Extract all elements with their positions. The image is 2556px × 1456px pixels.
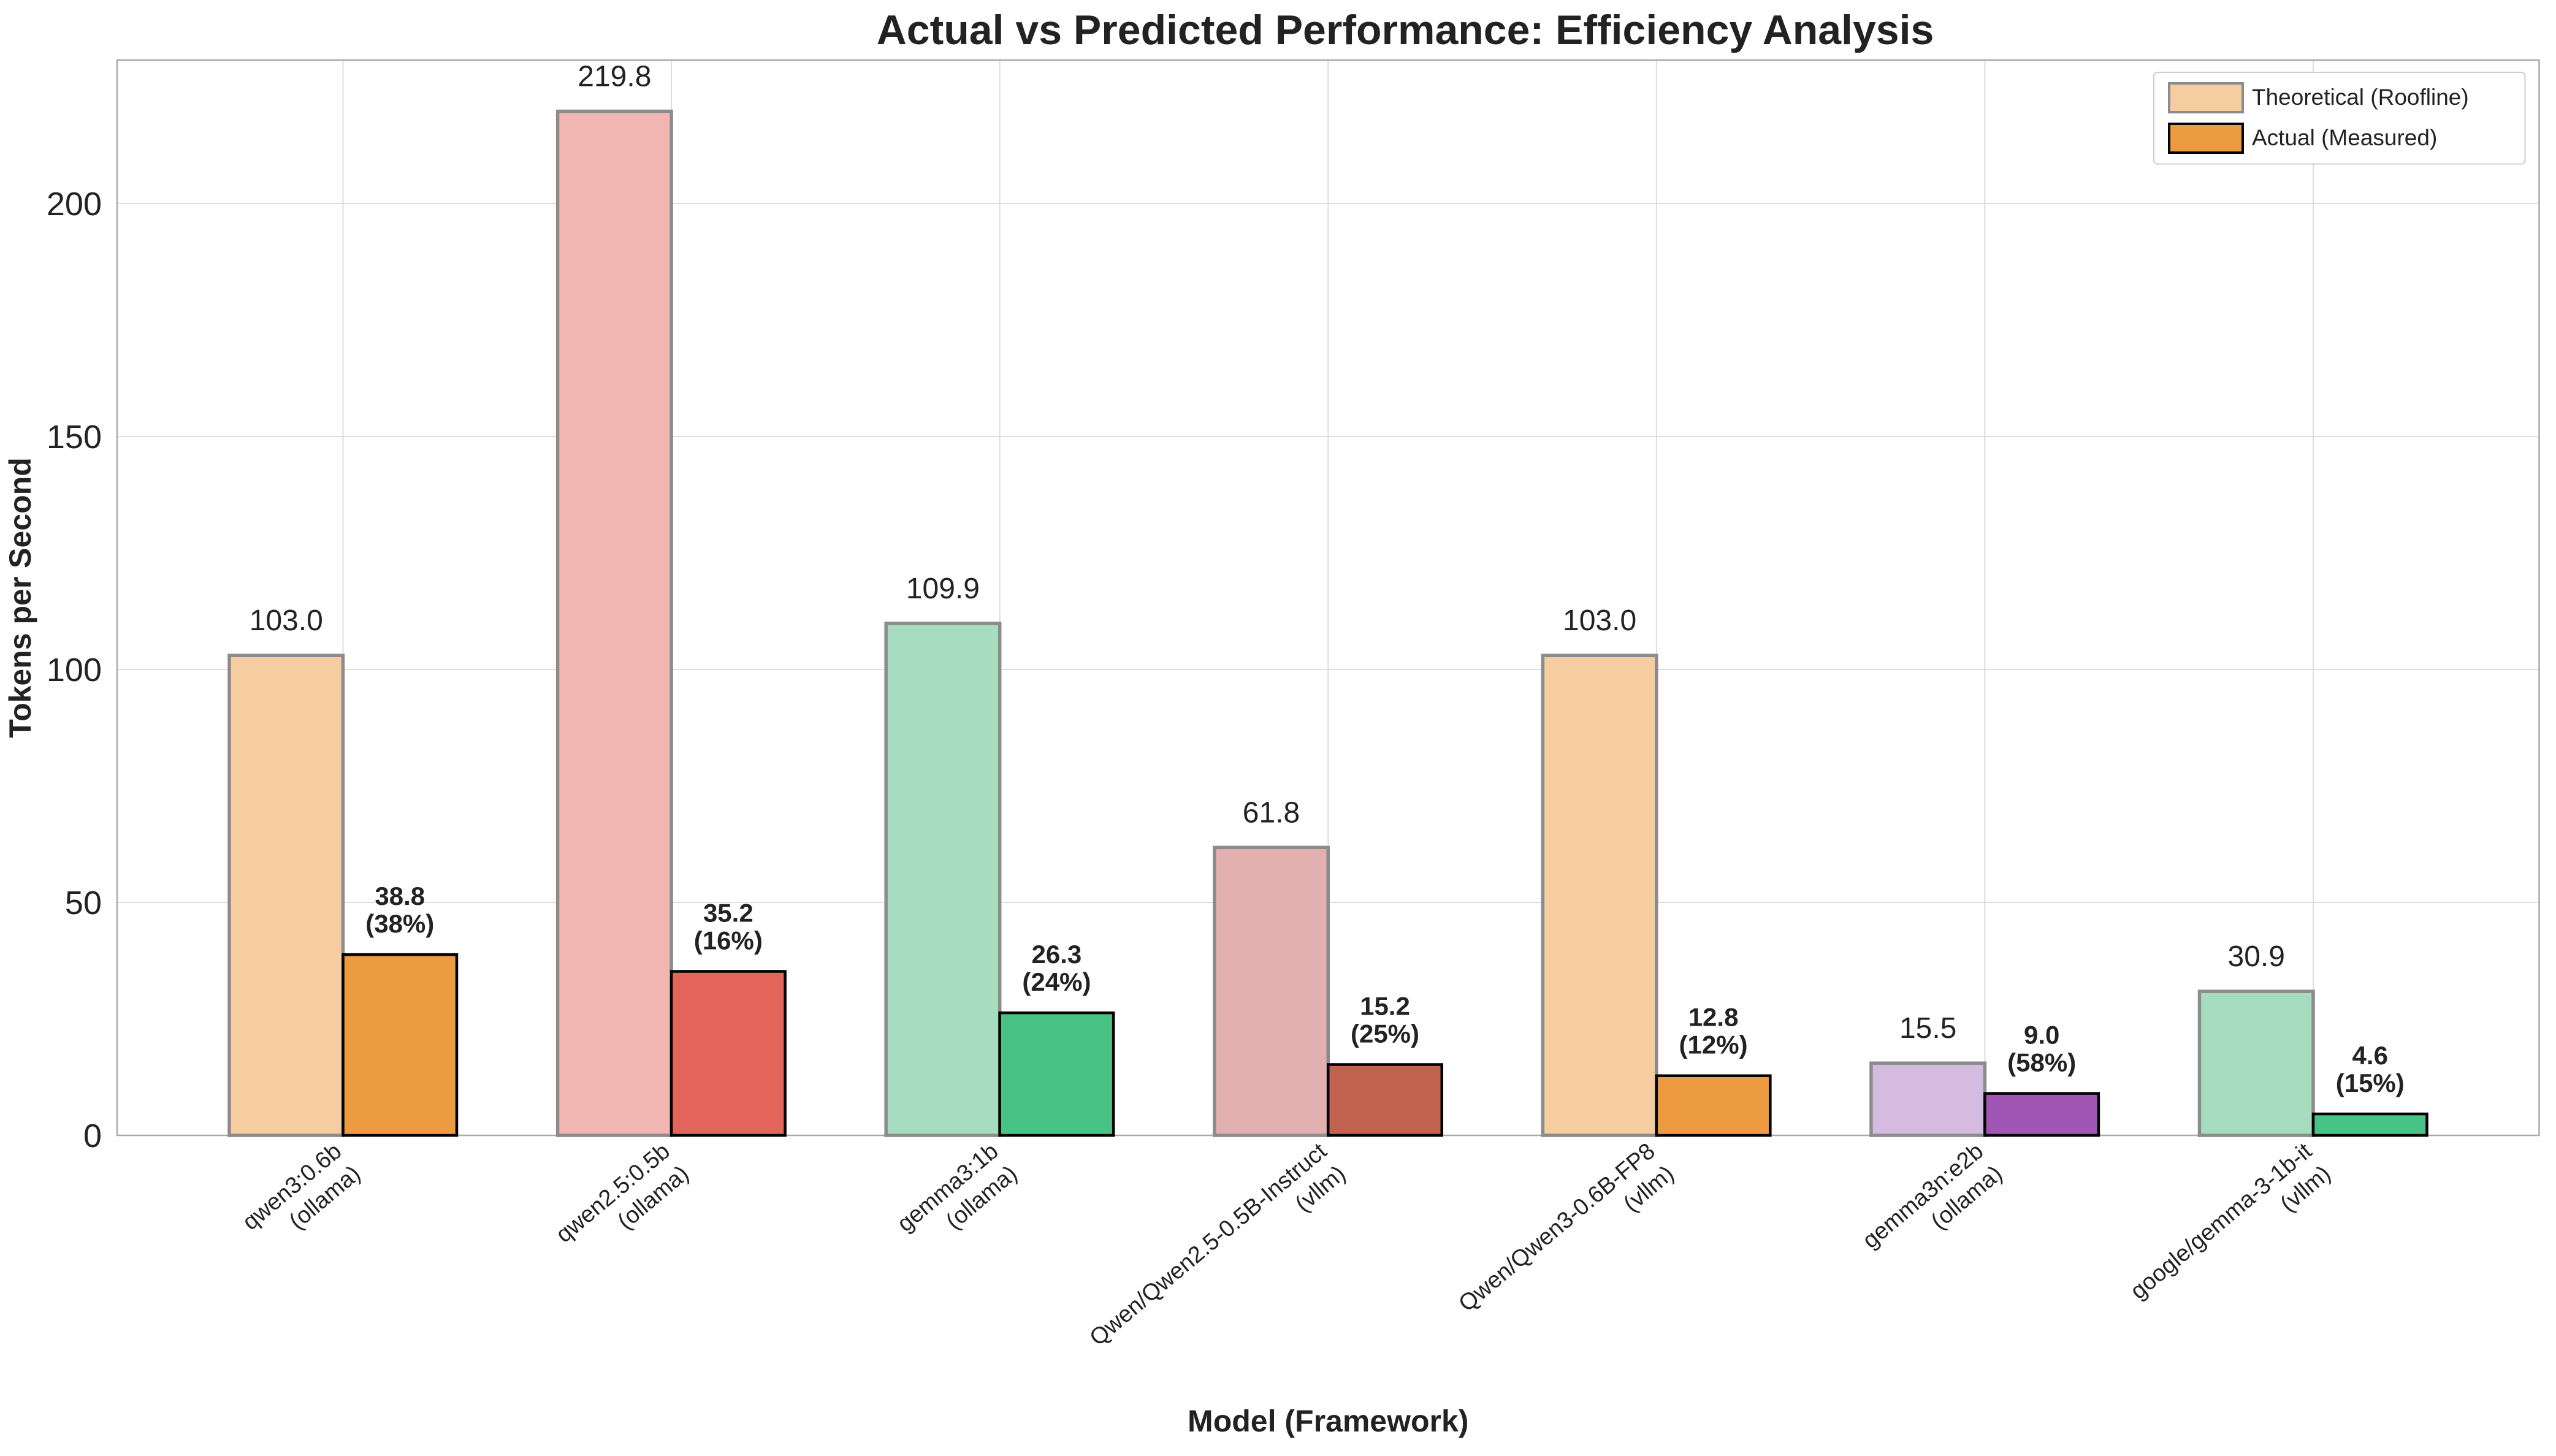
svg-text:Actual vs Predicted Performanc: Actual vs Predicted Performance: Efficie… [877,7,1934,53]
svg-text:100: 100 [47,652,102,688]
svg-text:61.8: 61.8 [1243,796,1300,829]
svg-text:109.9: 109.9 [906,573,980,605]
svg-text:150: 150 [47,419,102,455]
svg-text:15.2: 15.2 [1360,991,1410,1020]
svg-text:35.2: 35.2 [703,898,753,927]
svg-text:30.9: 30.9 [2228,940,2285,973]
svg-text:(12%): (12%) [1679,1031,1748,1059]
svg-text:200: 200 [47,186,102,223]
svg-text:(25%): (25%) [1351,1019,1419,1048]
svg-text:(24%): (24%) [1022,967,1091,996]
svg-text:9.0: 9.0 [2024,1021,2059,1050]
svg-text:Theoretical (Roofline): Theoretical (Roofline) [2252,85,2469,110]
svg-text:103.0: 103.0 [1563,604,1636,637]
svg-text:(38%): (38%) [365,909,434,938]
svg-text:(15%): (15%) [2336,1069,2405,1097]
svg-text:Model (Framework): Model (Framework) [1188,1404,1468,1438]
svg-text:50: 50 [65,885,102,921]
svg-text:38.8: 38.8 [375,882,425,910]
svg-text:219.8: 219.8 [578,61,651,93]
svg-text:Actual (Measured): Actual (Measured) [2252,125,2437,150]
svg-text:(16%): (16%) [694,926,763,955]
svg-text:15.5: 15.5 [1899,1012,1956,1045]
svg-text:103.0: 103.0 [250,604,323,637]
svg-text:(58%): (58%) [2007,1048,2076,1077]
svg-text:Tokens per Second: Tokens per Second [3,457,37,738]
svg-text:4.6: 4.6 [2352,1041,2388,1070]
svg-text:12.8: 12.8 [1688,1003,1739,1032]
svg-text:0: 0 [83,1118,102,1154]
svg-text:26.3: 26.3 [1032,940,1082,969]
